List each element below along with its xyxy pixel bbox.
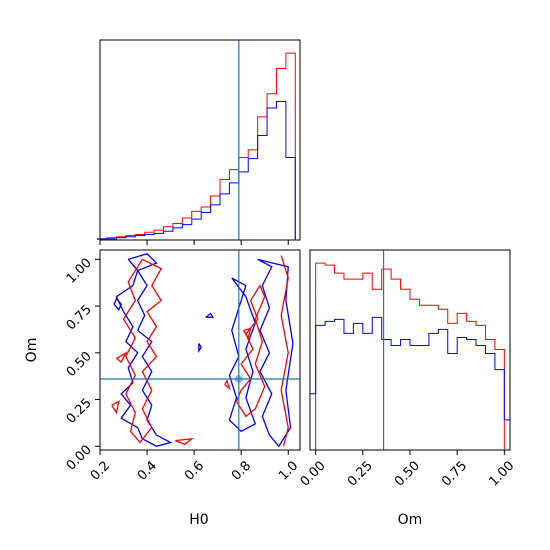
hist-Om-xtick-label: 0.00 — [298, 458, 329, 489]
hist-Om-xtick-label: 1.00 — [486, 458, 517, 489]
om-histogram-frame — [309, 249, 511, 451]
contour-series_b-4 — [205, 312, 215, 318]
om-ytick-label: 0.25 — [64, 396, 95, 427]
contour-series_a-5 — [224, 379, 231, 391]
hist-Om-series-series_a — [310, 262, 510, 451]
contour-series_b-5 — [198, 343, 202, 354]
om-histogram-series — [309, 262, 511, 451]
contour-series_b-1 — [257, 258, 294, 448]
contour-series_a-4 — [111, 400, 120, 415]
h0-histogram-frame — [99, 39, 301, 241]
h0-histogram-x-ticks — [99, 240, 289, 245]
om-histogram-panel: 0.00 0.25 0.50 0.75 1.00 Om — [298, 249, 517, 528]
contour-series_a-1 — [235, 284, 266, 418]
contour-series_b-0 — [115, 253, 173, 447]
om-ytick-label: 1.00 — [64, 256, 95, 287]
h0-om-contour-frame — [99, 249, 301, 451]
hist-Om-xtick-label: 0.25 — [345, 458, 376, 489]
h0-histogram-panel — [97, 39, 301, 245]
contour-series_a-2 — [280, 255, 289, 447]
h0-histogram-series — [97, 52, 296, 240]
h0-om-contour-panel: 0.2 0.4 0.6 0.8 1.0 0.000.250.500.751.00 H0 … — [24, 249, 301, 528]
contour-series_a-0 — [122, 258, 163, 444]
contour-series_b-2 — [228, 277, 257, 433]
om-ytick-label: 0.50 — [64, 349, 95, 380]
h0-om-contour-series — [111, 253, 294, 448]
x-axis-label-h0: H0 — [189, 512, 208, 528]
h0-om-x-ticks: 0.2 0.4 0.6 0.8 1.0 — [88, 450, 301, 484]
h0-om-truth-marker — [234, 374, 243, 383]
contour-H0-Om-xtick-label: 0.4 — [135, 458, 160, 483]
om-ytick-label: 0.00 — [64, 442, 95, 473]
om-histogram-x-ticks: 0.00 0.25 0.50 0.75 1.00 — [298, 450, 517, 490]
hist-Om-xtick-label: 0.75 — [439, 458, 470, 489]
h0-om-y-ticks: 0.00 0.25 0.50 0.75 1.00 — [64, 256, 100, 474]
y-axis-label-om: Om — [24, 338, 40, 363]
hist-Om-series-series_b — [309, 316, 511, 450]
contour-H0-Om-xtick-label: 0.6 — [182, 458, 207, 483]
contour-H0-Om-xtick-label: 0.8 — [229, 458, 254, 483]
contour-H0-Om-xtick-label: 0.2 — [88, 458, 113, 483]
contour-series_a-6 — [175, 437, 194, 446]
contour-series_a-7 — [242, 327, 252, 340]
contour-series_b-3 — [113, 297, 122, 312]
hist-Om-xtick-label: 0.50 — [392, 458, 423, 489]
hist-H0-series-series_a — [97, 52, 296, 240]
contour-series_a-3 — [116, 351, 128, 364]
hist-H0-series-series_b — [97, 100, 296, 240]
x-axis-label-om: Om — [398, 512, 423, 528]
om-ytick-label: 0.75 — [64, 302, 95, 333]
